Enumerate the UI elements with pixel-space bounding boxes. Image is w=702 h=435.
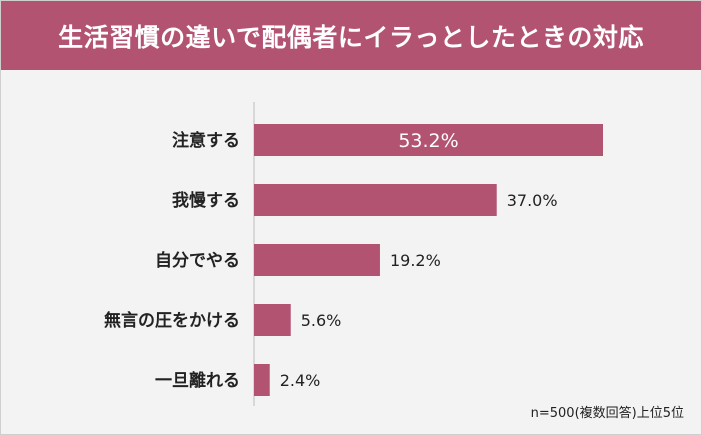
category-label: 我慢する bbox=[172, 190, 240, 211]
category-label: 注意する bbox=[172, 130, 240, 151]
bar bbox=[254, 244, 380, 276]
bar bbox=[254, 184, 497, 216]
bar bbox=[254, 364, 270, 396]
value-label: 2.4% bbox=[280, 371, 321, 390]
category-label: 自分でやる bbox=[155, 250, 240, 271]
value-label: 5.6% bbox=[301, 311, 342, 330]
value-label: 19.2% bbox=[390, 251, 441, 270]
bar bbox=[254, 304, 291, 336]
category-label: 一旦離れる bbox=[155, 370, 240, 391]
category-label: 無言の圧をかける bbox=[104, 310, 240, 331]
value-label: 53.2% bbox=[398, 130, 458, 152]
chart-title: 生活習慣の違いで配偶者にイラっとしたときの対応 bbox=[1, 1, 701, 70]
value-label: 37.0% bbox=[507, 191, 558, 210]
sample-note: n=500(複数回答)上位5位 bbox=[530, 406, 684, 421]
bar bbox=[254, 124, 603, 156]
